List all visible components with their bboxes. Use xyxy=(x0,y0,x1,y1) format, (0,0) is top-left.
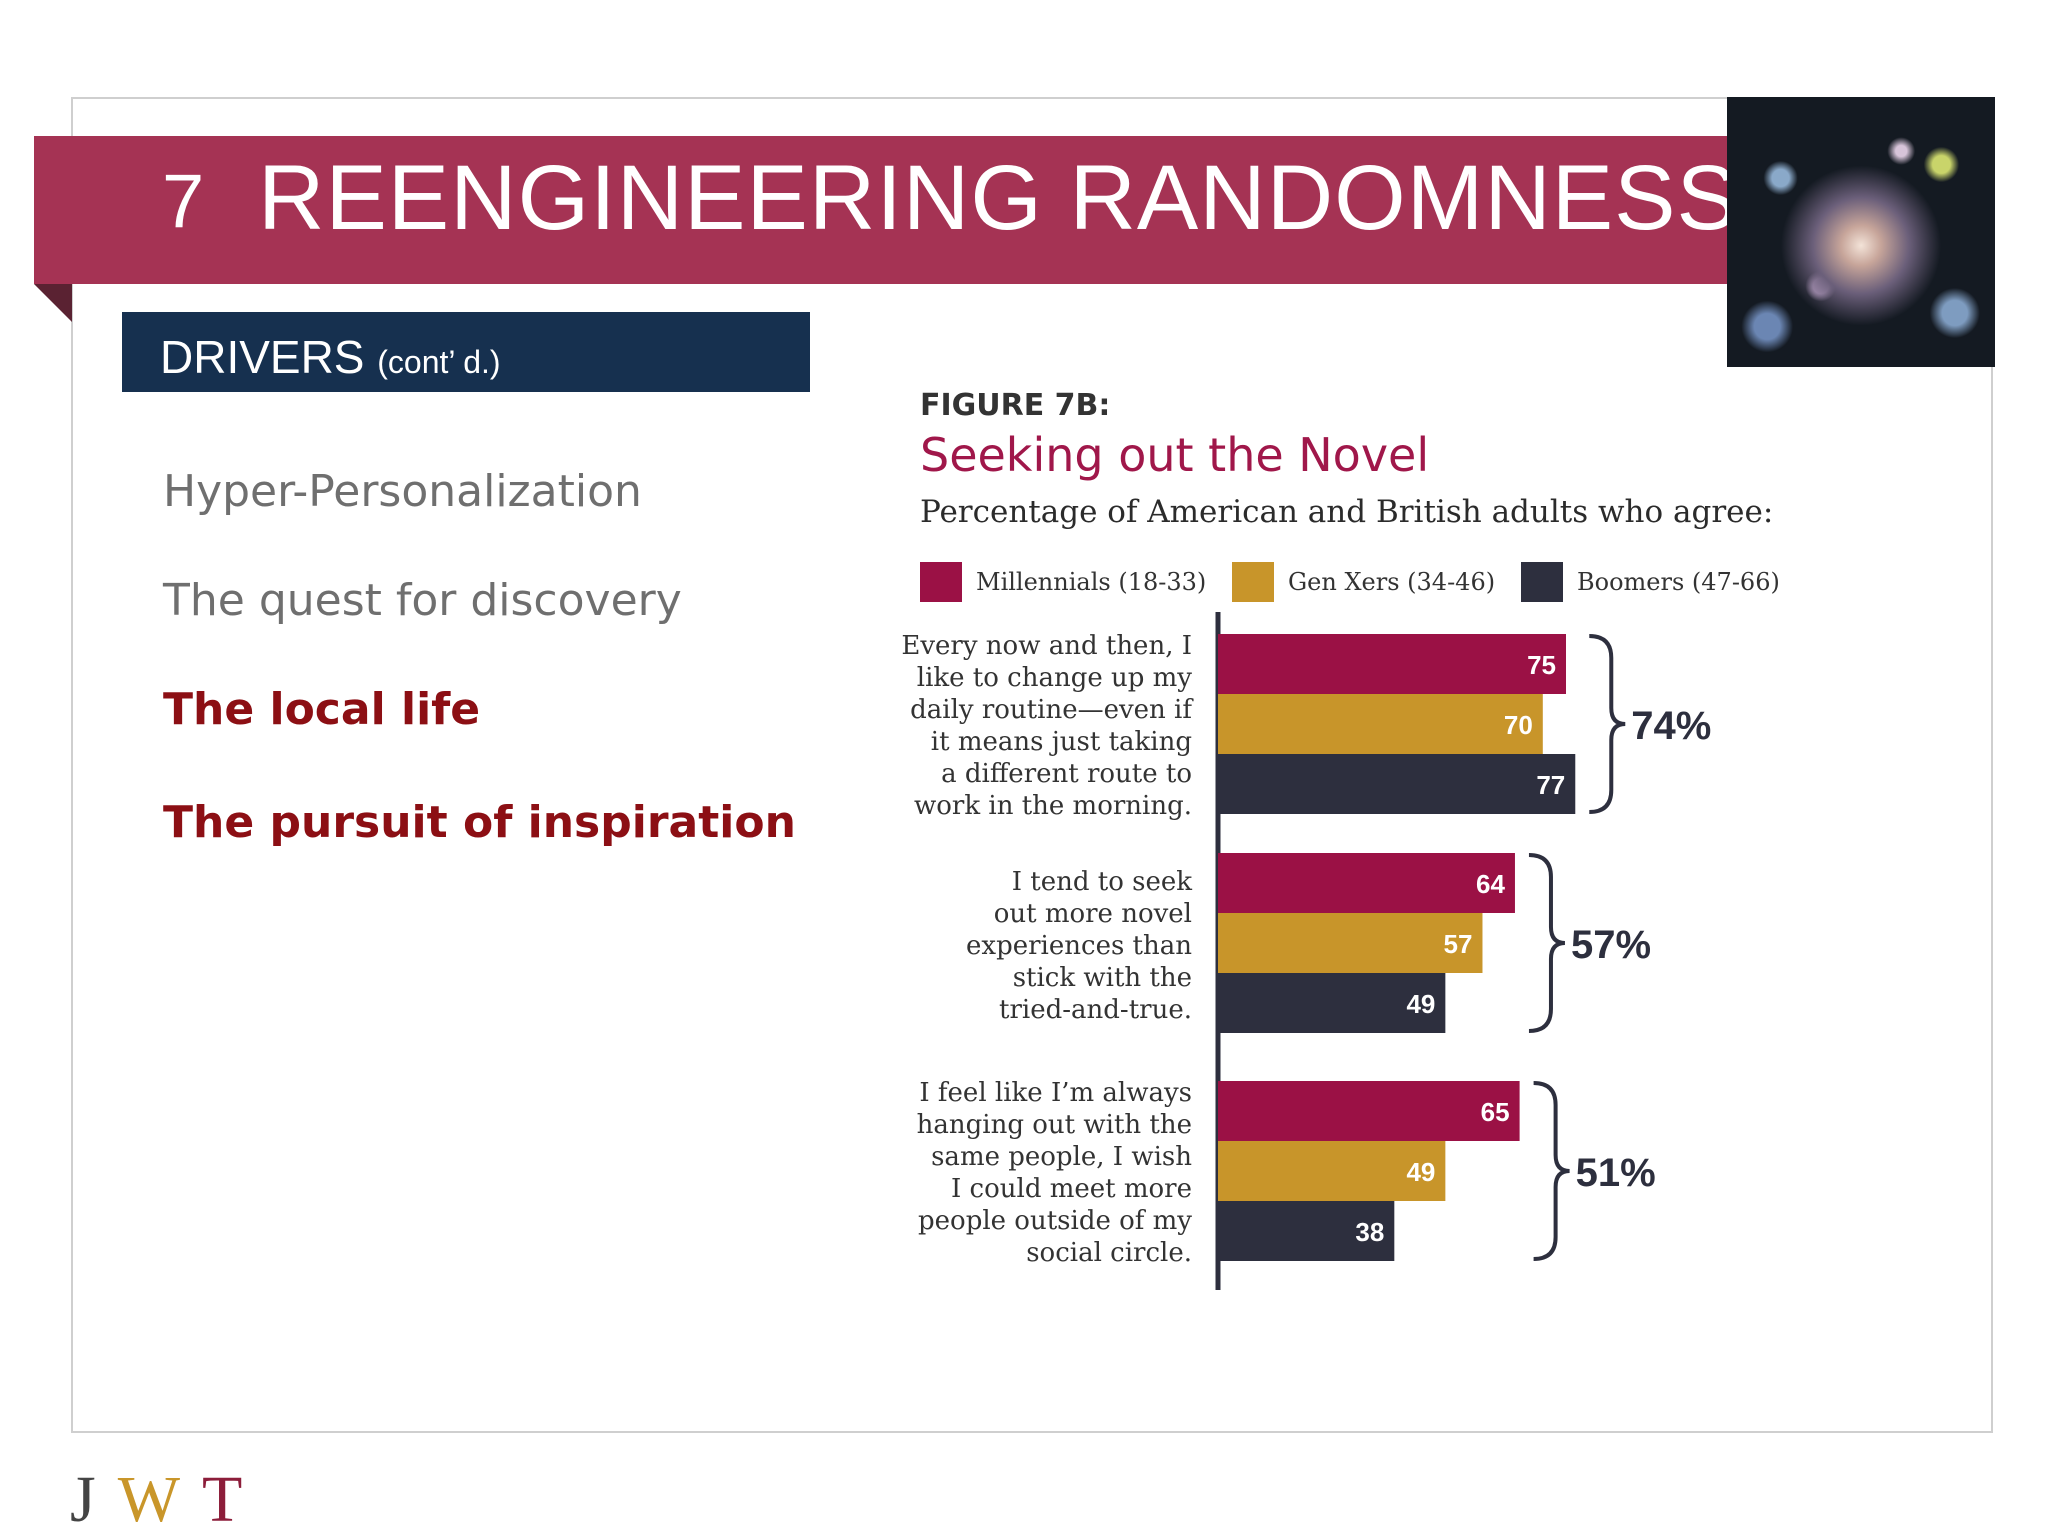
logo-letter: J xyxy=(70,1463,118,1536)
page-title: REENGINEERING RANDOMNESS xyxy=(258,147,1739,249)
category-label: I feel like I’m always hanging out with … xyxy=(916,1078,1192,1268)
bar xyxy=(1218,694,1543,754)
title-banner xyxy=(34,136,1727,284)
legend-swatch xyxy=(1521,562,1563,602)
bar-value-label: 70 xyxy=(1504,710,1533,740)
bar-value-label: 49 xyxy=(1406,1157,1435,1187)
driver-item: The pursuit of inspiration xyxy=(163,797,796,848)
section-number: 7 xyxy=(162,159,205,244)
bar xyxy=(1218,853,1515,913)
legend-swatch xyxy=(1232,562,1274,602)
jwt-logo: JWT xyxy=(70,1462,264,1538)
group-brace xyxy=(1533,1081,1570,1261)
bar xyxy=(1218,1201,1395,1261)
legend-label: Millennials (18-33) xyxy=(976,568,1207,596)
bar xyxy=(1218,973,1446,1033)
bar-value-label: 64 xyxy=(1476,869,1505,899)
group-total-label: 57% xyxy=(1571,923,1651,967)
chart-subtitle: Percentage of American and British adult… xyxy=(920,494,1774,530)
drivers-heading-text: DRIVERS xyxy=(160,331,365,383)
fiber-optic-image xyxy=(1727,97,1995,367)
legend-label: Gen Xers (34-46) xyxy=(1288,568,1496,596)
driver-item: Hyper-Personalization xyxy=(163,466,642,517)
bar xyxy=(1218,754,1576,814)
banner-fold xyxy=(34,284,72,322)
group-total-label: 51% xyxy=(1576,1151,1656,1195)
bar-value-label: 38 xyxy=(1355,1217,1384,1247)
group-brace xyxy=(1589,634,1626,814)
bar xyxy=(1218,1141,1446,1201)
group-total-label: 74% xyxy=(1631,704,1711,748)
chart-title: Seeking out the Novel xyxy=(920,428,1430,482)
driver-item: The local life xyxy=(163,684,481,735)
logo-letter: T xyxy=(201,1463,265,1536)
drivers-header-box xyxy=(122,312,810,392)
bar-value-label: 77 xyxy=(1536,770,1565,800)
drivers-heading-sub: (cont’ d.) xyxy=(377,344,501,380)
category-label: I tend to seek out more novel experience… xyxy=(966,867,1192,1025)
bar-value-label: 49 xyxy=(1406,989,1435,1019)
bar xyxy=(1218,913,1483,973)
drivers-heading: DRIVERS (cont’ d.) xyxy=(160,330,501,384)
category-label: Every now and then, I like to change up … xyxy=(901,631,1192,821)
group-brace xyxy=(1528,853,1566,1033)
figure-label: FIGURE 7B: xyxy=(920,388,1111,423)
bar-value-label: 65 xyxy=(1481,1097,1510,1127)
driver-item: The quest for discovery xyxy=(163,575,682,626)
bar xyxy=(1218,634,1566,694)
legend-swatch xyxy=(920,562,962,602)
bar xyxy=(1218,1081,1520,1141)
chart-statements: Every now and then, I like to change up … xyxy=(880,0,1192,1536)
bar-value-label: 57 xyxy=(1444,929,1473,959)
logo-letter: W xyxy=(117,1463,202,1536)
legend-label: Boomers (47-66) xyxy=(1577,568,1780,596)
bar-value-label: 75 xyxy=(1527,650,1556,680)
